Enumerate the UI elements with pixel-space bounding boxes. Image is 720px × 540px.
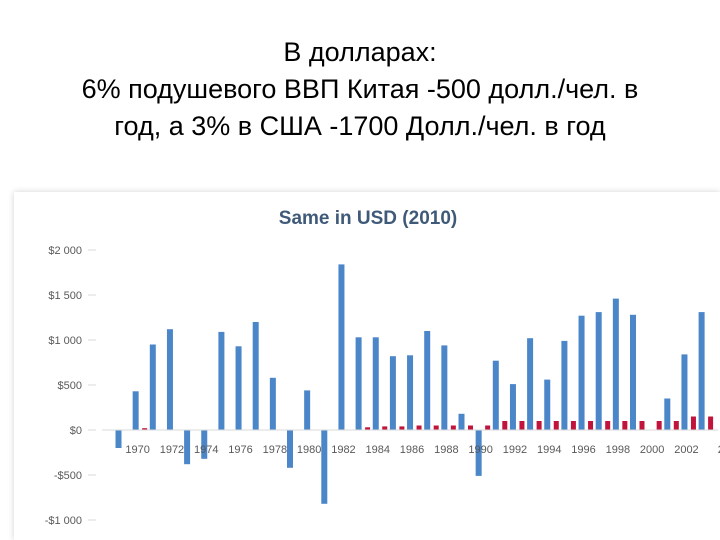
slide-title-line-3: год, а 3% в США -1700 Долл./чел. в год: [114, 111, 606, 141]
bar-series-2: [399, 426, 405, 430]
bar-series-1: [424, 331, 431, 430]
x-tick-label: 1984: [366, 444, 390, 456]
x-tick-label: 1988: [434, 444, 458, 456]
y-tick-label: -$1 000: [45, 515, 82, 527]
bar-series-2: [485, 425, 491, 430]
bar-series-2: [570, 421, 576, 430]
bar-series-1: [235, 346, 242, 430]
x-tick-label: 1986: [400, 444, 424, 456]
bar-series-1: [287, 430, 293, 468]
x-tick-label: 2000: [640, 444, 664, 456]
bar-series-1: [201, 430, 208, 459]
bar-series-2: [553, 421, 559, 430]
chart-panel: Same in USD (2010) $2 000 $1 500 $1 000 $50…: [14, 192, 720, 540]
bar-series-2: [673, 421, 679, 430]
bar-series-2: [382, 426, 388, 430]
bar-series-2: [142, 428, 148, 430]
bar-series-1: [544, 379, 551, 430]
y-tick-label: -$500: [54, 470, 82, 482]
x-tick-label: 1974: [194, 444, 218, 456]
bar-series-1: [578, 315, 585, 430]
x-tick-label: 1990: [468, 444, 492, 456]
bar-series-1: [441, 345, 448, 430]
bar-series-2: [365, 427, 371, 430]
bar-series-1: [407, 355, 414, 430]
slide-title: В долларах: 6% подушевого ВВП Китая -500…: [0, 34, 720, 145]
bar-series-1: [612, 298, 619, 430]
x-tick-label: 1980: [297, 444, 321, 456]
x-tick-label: 1992: [503, 444, 527, 456]
x-tick-label: 1996: [571, 444, 595, 456]
bar-series-1: [389, 356, 396, 430]
bar-series-1: [338, 264, 345, 430]
bar-series-1: [681, 354, 688, 430]
bar-series-2: [519, 421, 525, 430]
y-axis: $2 000 $1 500 $1 000 $500 $0 -$500 -$1 000: [45, 245, 96, 527]
bar-series-1: [595, 312, 602, 430]
bar-series-1: [218, 331, 225, 430]
bar-series-1: [355, 337, 362, 430]
bar-series-1: [372, 337, 379, 430]
bar-series-1: [321, 430, 328, 504]
bar-series-2: [433, 425, 439, 430]
bar-series-2: [690, 416, 696, 430]
bars-group: [115, 264, 714, 504]
slide-title-line-2: 6% подушевого ВВП Китая -500 долл./чел. …: [81, 74, 639, 104]
x-tick-label: 2002: [674, 444, 698, 456]
x-tick-label: 1970: [125, 444, 149, 456]
bar-series-2: [536, 421, 542, 430]
bar-series-1: [166, 329, 173, 430]
bar-series-1: [527, 338, 534, 430]
x-tick-label: 1978: [263, 444, 287, 456]
bar-series-2: [468, 425, 473, 430]
bar-series-1: [492, 360, 499, 430]
bar-series-2: [502, 421, 508, 430]
x-tick-label: 1972: [160, 444, 184, 456]
x-tick-label: 1994: [537, 444, 561, 456]
y-tick-label: $0: [70, 425, 82, 437]
x-tick-label: 1998: [606, 444, 630, 456]
slide-title-line-1: В долларах:: [283, 37, 437, 67]
bar-series-1: [269, 377, 276, 430]
bar-series-2: [708, 416, 714, 430]
bar-series-1: [252, 322, 259, 430]
y-tick-label: $1 000: [48, 335, 82, 347]
bar-series-2: [416, 425, 422, 430]
bar-series-1: [509, 384, 516, 430]
x-tick-label: 1982: [331, 444, 355, 456]
bar-series-1: [630, 314, 636, 430]
bar-series-2: [639, 421, 645, 430]
x-tick-label: 1976: [228, 444, 252, 456]
bar-series-2: [588, 421, 594, 430]
bar-series-1: [115, 430, 122, 448]
y-tick-label: $500: [58, 380, 82, 392]
bar-series-2: [622, 421, 628, 430]
x-tick-label: 2: [718, 444, 720, 456]
bar-chart: Same in USD (2010) $2 000 $1 500 $1 000 $50…: [45, 208, 720, 527]
bar-series-1: [184, 430, 191, 465]
bar-series-1: [149, 344, 156, 430]
x-axis: 1970 1972 1974 1976 1978 1980 1982 1984 1986 1988…: [125, 444, 720, 456]
chart-title: Same in USD (2010): [279, 208, 457, 229]
bar-series-1: [664, 398, 671, 430]
y-tick-label: $2 000: [48, 245, 82, 257]
bar-series-1: [475, 430, 482, 476]
bar-series-2: [450, 425, 456, 430]
bar-series-1: [304, 390, 311, 430]
bar-series-2: [605, 421, 611, 430]
bar-series-1: [698, 312, 705, 430]
bar-series-1: [561, 340, 568, 430]
bar-series-2: [656, 421, 662, 430]
y-tick-label: $1 500: [48, 290, 82, 302]
bar-series-1: [458, 413, 465, 430]
bar-series-1: [132, 391, 139, 430]
